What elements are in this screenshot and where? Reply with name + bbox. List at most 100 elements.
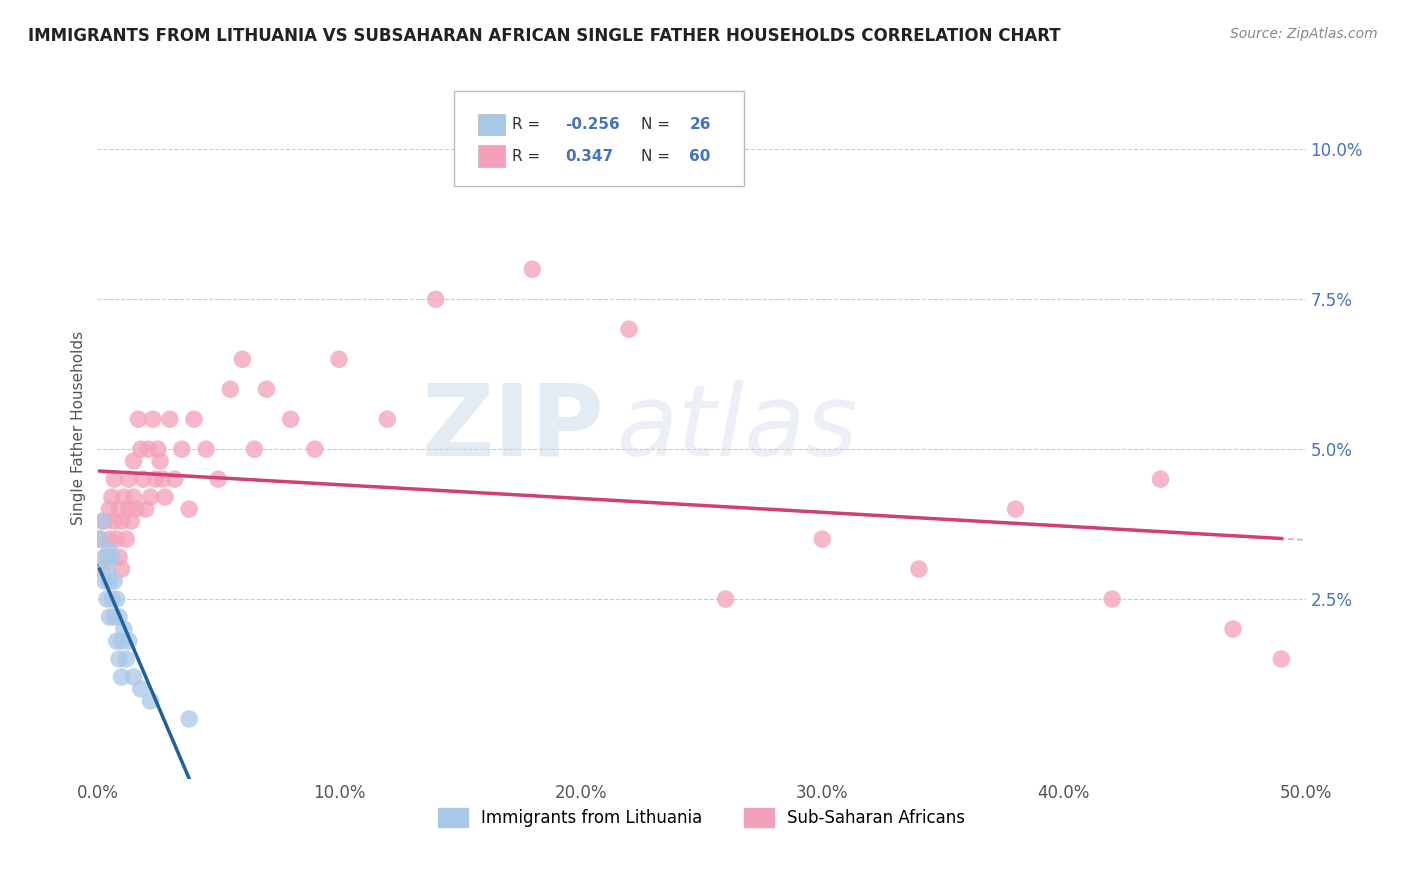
Point	[125, 502, 148, 516]
Point	[243, 442, 266, 457]
Point	[98, 532, 121, 546]
Point	[112, 490, 135, 504]
Y-axis label: Single Father Households: Single Father Households	[72, 331, 86, 525]
Point	[183, 412, 205, 426]
Point	[115, 532, 138, 546]
Point	[136, 442, 159, 457]
Point	[118, 634, 141, 648]
Point	[122, 490, 145, 504]
Point	[256, 382, 278, 396]
Legend: Immigrants from Lithuania, Sub-Saharan Africans: Immigrants from Lithuania, Sub-Saharan A…	[432, 801, 972, 834]
Point	[139, 694, 162, 708]
Point	[93, 574, 115, 588]
Point	[328, 352, 350, 367]
Point	[149, 454, 172, 468]
Point	[304, 442, 326, 457]
Point	[110, 670, 132, 684]
Point	[122, 454, 145, 468]
Point	[143, 472, 166, 486]
FancyBboxPatch shape	[454, 92, 744, 186]
Text: 60: 60	[689, 148, 710, 163]
Point	[110, 562, 132, 576]
Text: atlas: atlas	[617, 380, 859, 476]
Point	[108, 502, 131, 516]
Point	[101, 592, 124, 607]
Point	[96, 550, 118, 565]
Point	[219, 382, 242, 396]
Point	[103, 574, 125, 588]
Point	[163, 472, 186, 486]
Point	[811, 532, 834, 546]
Point	[96, 562, 118, 576]
Point	[714, 592, 737, 607]
Point	[89, 532, 111, 546]
Point	[1149, 472, 1171, 486]
Point	[91, 562, 114, 576]
Point	[375, 412, 398, 426]
Text: Source: ZipAtlas.com: Source: ZipAtlas.com	[1230, 27, 1378, 41]
Point	[1222, 622, 1244, 636]
Point	[142, 412, 165, 426]
Point	[195, 442, 218, 457]
Point	[908, 562, 931, 576]
Point	[91, 514, 114, 528]
Text: N =: N =	[641, 148, 675, 163]
Point	[425, 293, 447, 307]
Point	[89, 532, 111, 546]
Point	[129, 681, 152, 696]
Point	[103, 610, 125, 624]
Point	[152, 472, 174, 486]
Point	[522, 262, 544, 277]
Point	[1101, 592, 1123, 607]
Point	[135, 502, 157, 516]
Text: R =: R =	[512, 148, 550, 163]
Text: ZIP: ZIP	[422, 380, 605, 476]
Point	[108, 550, 131, 565]
Point	[139, 490, 162, 504]
Text: 0.347: 0.347	[565, 148, 613, 163]
Point	[179, 502, 201, 516]
Point	[159, 412, 181, 426]
Point	[153, 490, 176, 504]
Point	[118, 472, 141, 486]
Text: -0.256: -0.256	[565, 117, 620, 132]
Point	[98, 544, 121, 558]
Point	[93, 550, 115, 565]
Point	[1270, 652, 1292, 666]
Point	[118, 502, 141, 516]
FancyBboxPatch shape	[478, 145, 505, 167]
Point	[1004, 502, 1026, 516]
Point	[170, 442, 193, 457]
Point	[112, 622, 135, 636]
Point	[101, 550, 124, 565]
Point	[103, 472, 125, 486]
Point	[132, 472, 155, 486]
Point	[101, 490, 124, 504]
Point	[98, 610, 121, 624]
Point	[280, 412, 302, 426]
Point	[146, 442, 169, 457]
Point	[122, 670, 145, 684]
Point	[207, 472, 229, 486]
Point	[108, 610, 131, 624]
Text: N =: N =	[641, 117, 675, 132]
Point	[179, 712, 201, 726]
Point	[127, 412, 149, 426]
Point	[129, 442, 152, 457]
Point	[105, 634, 128, 648]
Point	[108, 652, 131, 666]
Point	[98, 502, 121, 516]
Text: 26: 26	[689, 117, 711, 132]
Point	[105, 532, 128, 546]
Point	[96, 592, 118, 607]
Point	[105, 592, 128, 607]
Point	[110, 634, 132, 648]
Point	[120, 514, 142, 528]
Point	[98, 574, 121, 588]
Point	[617, 322, 640, 336]
Text: IMMIGRANTS FROM LITHUANIA VS SUBSAHARAN AFRICAN SINGLE FATHER HOUSEHOLDS CORRELA: IMMIGRANTS FROM LITHUANIA VS SUBSAHARAN …	[28, 27, 1060, 45]
Text: R =: R =	[512, 117, 546, 132]
Point	[103, 514, 125, 528]
Point	[93, 514, 115, 528]
FancyBboxPatch shape	[478, 114, 505, 135]
